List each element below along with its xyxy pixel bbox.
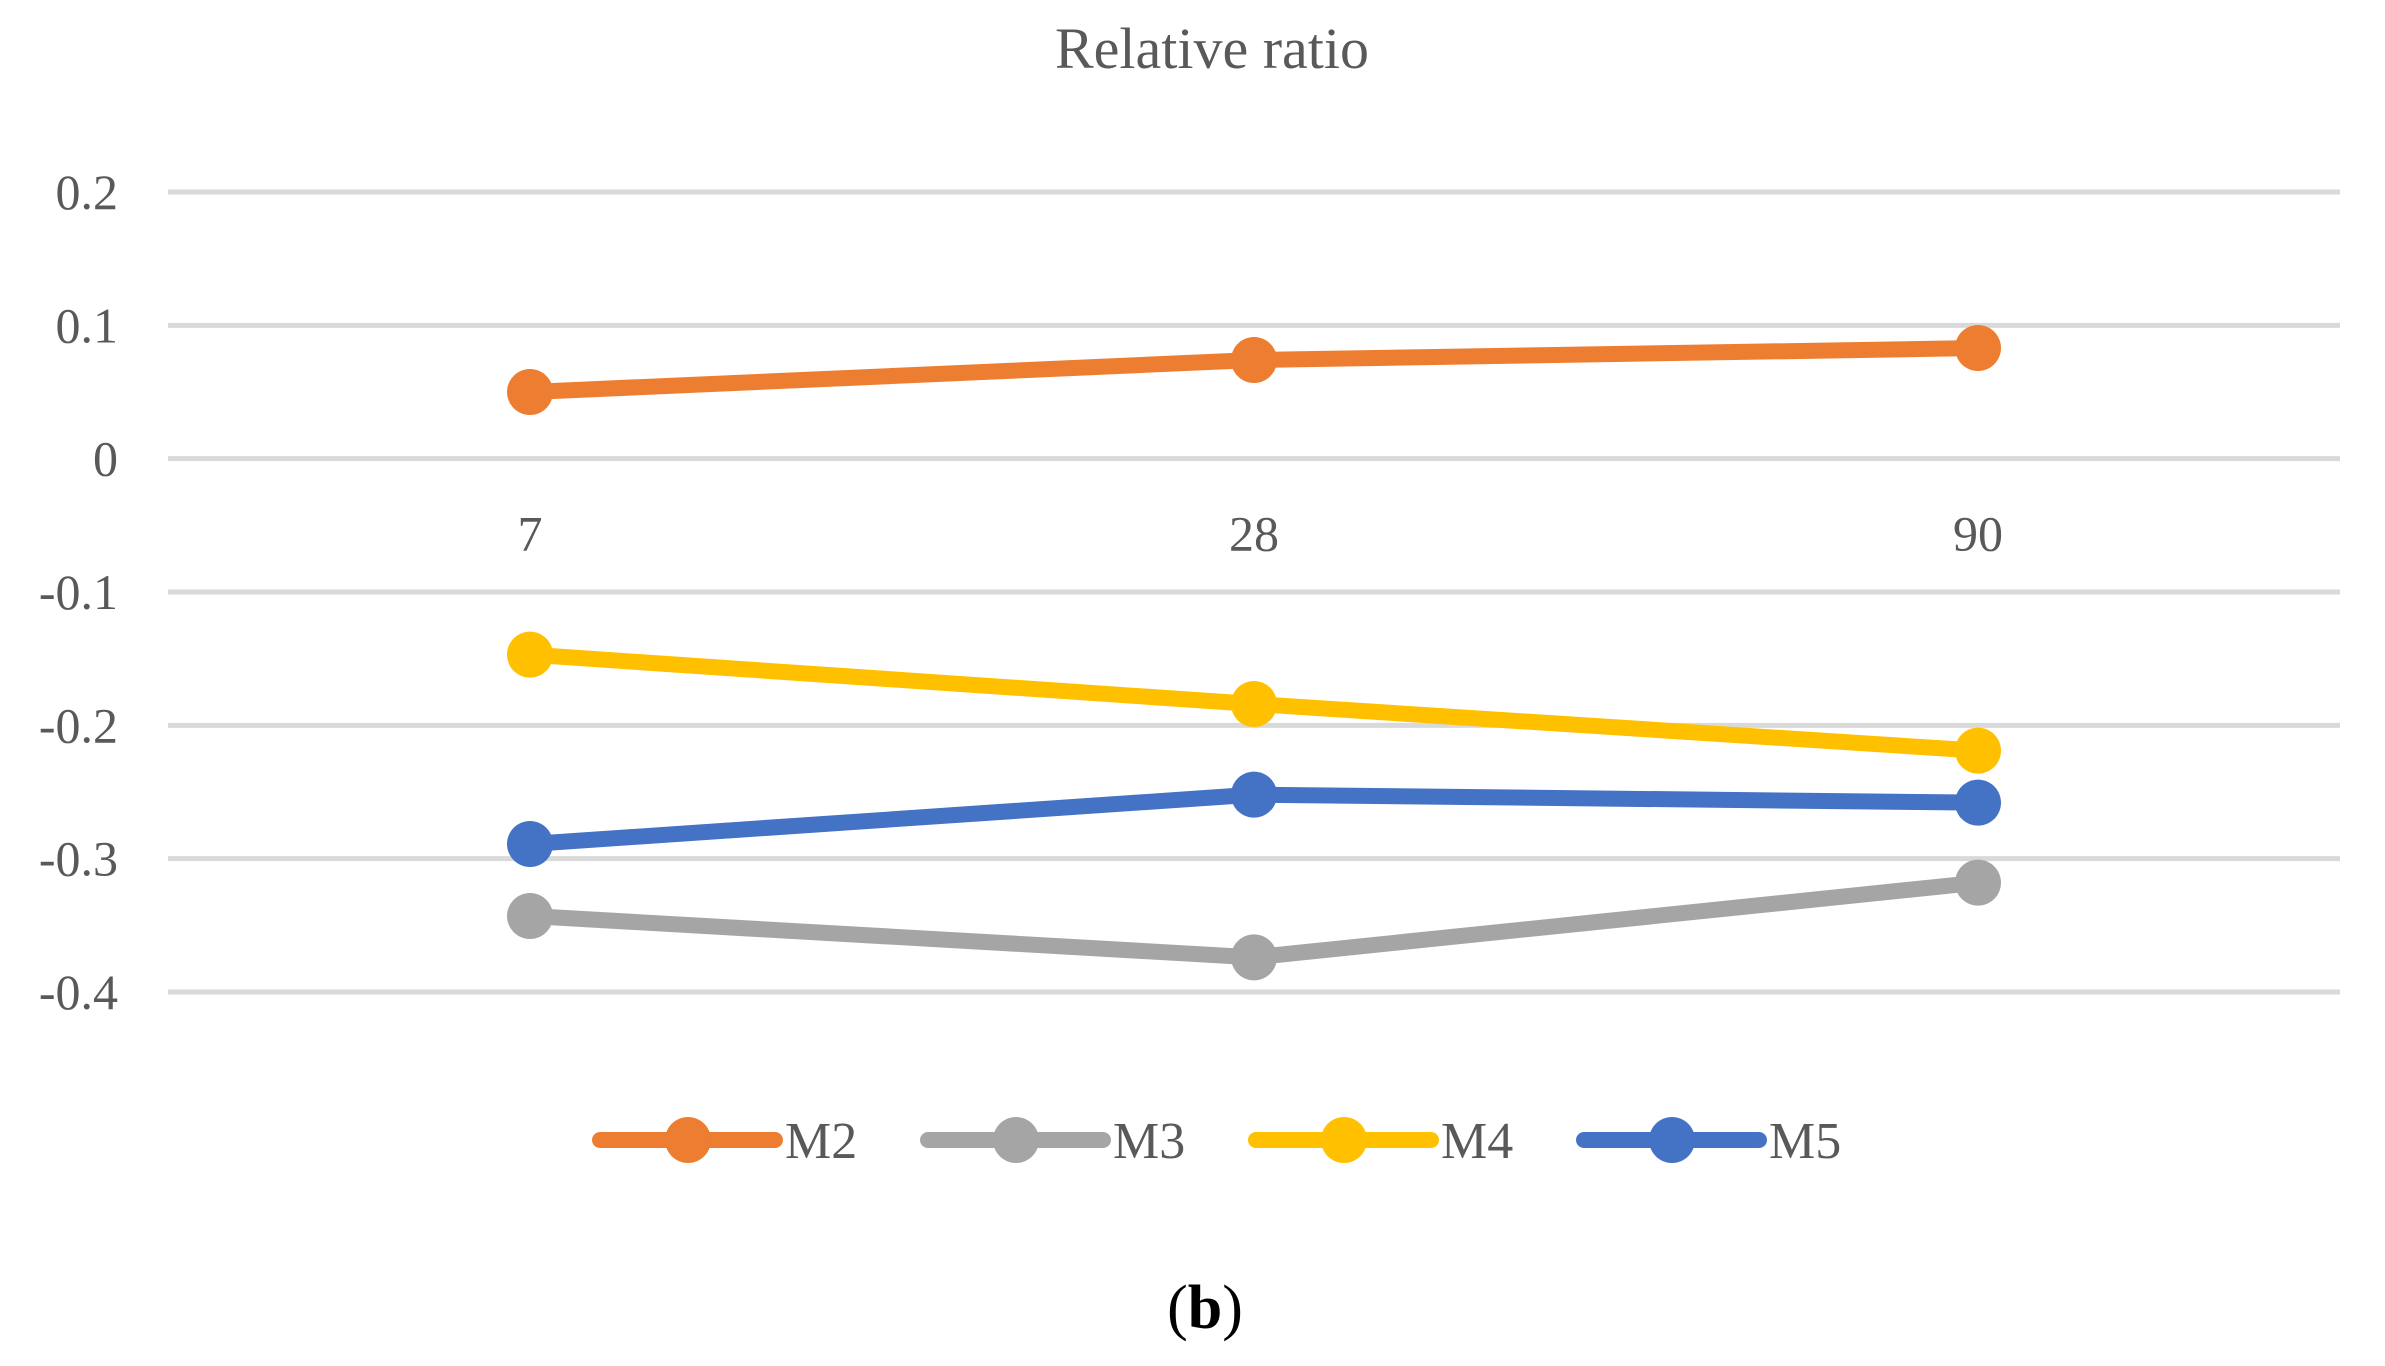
y-tick-label: 0 [93,431,118,487]
series-m4 [507,631,2001,774]
legend-marker [1649,1117,1695,1163]
legend-marker [665,1117,711,1163]
x-axis-tick-labels: 7 28 90 [518,506,2004,562]
x-tick-label: 90 [1953,506,2003,562]
legend-marker [993,1117,1039,1163]
data-point [1955,779,2001,826]
legend-item-m5: M5 [1576,1113,1841,1170]
series-m2 [507,325,2001,415]
series-m3 [507,859,2001,981]
data-point [1955,727,2001,774]
panel-label-letter: b [1188,1274,1222,1342]
legend: M2 M3 M4 M5 [592,1113,1841,1170]
gridlines [168,189,2340,995]
legend-marker [1321,1117,1367,1163]
y-axis-tick-labels: 0.2 0.1 0 -0.1 -0.2 -0.3 -0.4 [39,164,118,1020]
legend-label: M3 [1113,1113,1185,1170]
x-tick-label: 7 [518,506,543,562]
data-point [1955,325,2001,371]
legend-item-m3: M3 [920,1113,1185,1170]
series-lines [507,325,2001,981]
panel-label: (b) [1167,1274,1243,1342]
y-tick-label: -0.2 [39,697,118,753]
data-point [1231,934,1277,981]
legend-item-m2: M2 [592,1113,857,1170]
data-point [1231,771,1277,818]
chart-title: Relative ratio [1055,16,1369,81]
data-point [507,893,553,939]
legend-item-m4: M4 [1248,1113,1513,1170]
legend-label: M4 [1441,1113,1513,1170]
data-point [1231,681,1277,727]
y-tick-label: -0.1 [39,564,118,620]
series-m5 [507,771,2001,867]
data-point [1231,337,1277,383]
y-tick-label: 0.2 [56,164,119,220]
legend-label: M5 [1769,1113,1841,1170]
x-tick-label: 28 [1229,506,1279,562]
data-point [507,631,553,678]
legend-label: M2 [785,1113,857,1170]
data-point [507,369,553,415]
y-tick-label: 0.1 [56,297,119,353]
y-tick-label: -0.3 [39,831,118,887]
data-point [1955,859,2001,906]
data-point [507,821,553,867]
y-tick-label: -0.4 [39,964,118,1020]
